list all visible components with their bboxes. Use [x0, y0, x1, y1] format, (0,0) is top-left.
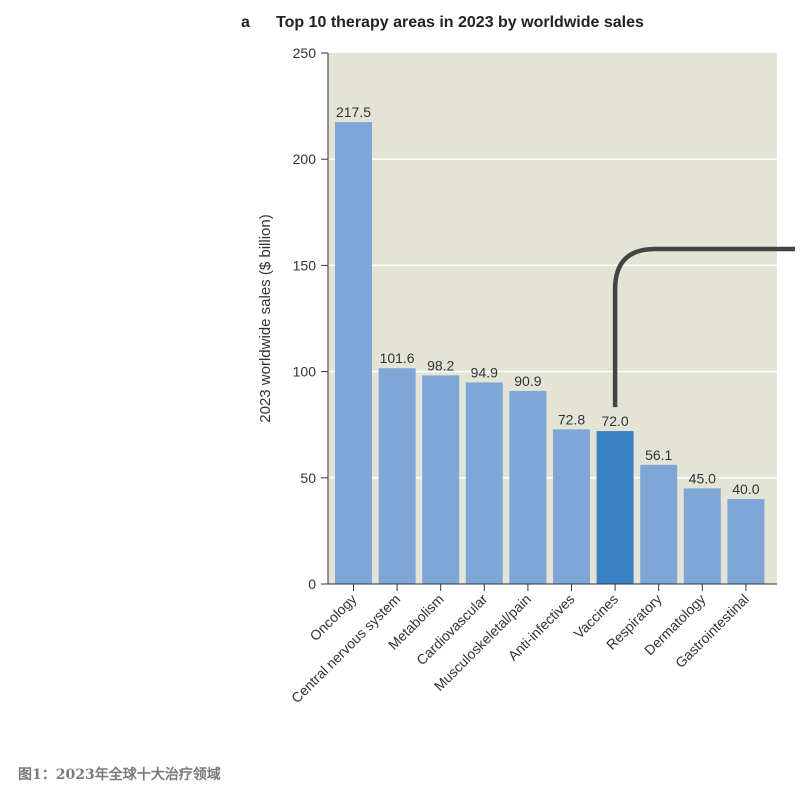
bar-respiratory — [640, 464, 678, 584]
data-label: 94.9 — [471, 364, 498, 380]
data-label: 45.0 — [689, 470, 716, 486]
y-axis-title: 2023 worldwide sales ($ billion) — [257, 214, 274, 422]
axes — [321, 52, 777, 591]
data-label: 101.6 — [380, 350, 415, 366]
data-label: 40.0 — [732, 481, 759, 497]
y-tick-label: 100 — [293, 364, 317, 380]
panel-letter: a — [241, 14, 250, 31]
data-label: 72.0 — [601, 413, 628, 429]
bar-central-nervous-system — [378, 368, 416, 584]
bar-vaccines — [596, 431, 634, 584]
bar-cardiovascular — [465, 382, 503, 584]
y-tick-label: 200 — [293, 151, 317, 167]
data-label: 72.8 — [558, 411, 585, 427]
y-tick-label: 0 — [308, 576, 316, 592]
bar-oncology — [335, 122, 372, 584]
y-tick-label: 150 — [293, 257, 317, 273]
figure-caption: 图1：2023年全球十大治疗领域 — [18, 767, 221, 783]
bar-metabolism — [422, 375, 460, 584]
bars — [335, 122, 765, 584]
bar-gastrointestinal — [727, 499, 765, 584]
y-tick-label: 50 — [300, 470, 316, 486]
y-tick-label: 250 — [293, 45, 317, 61]
bar-musculoskeletal-pain — [509, 390, 547, 584]
vaccines-callout-line — [612, 246, 795, 408]
chart-title: Top 10 therapy areas in 2023 by worldwid… — [276, 14, 644, 31]
bar-dermatology — [683, 488, 721, 584]
data-label: 56.1 — [645, 447, 672, 463]
data-label: 90.9 — [514, 373, 541, 389]
data-label: 98.2 — [427, 357, 454, 373]
data-label: 217.5 — [336, 104, 371, 120]
bar-anti-infectives — [553, 429, 590, 584]
